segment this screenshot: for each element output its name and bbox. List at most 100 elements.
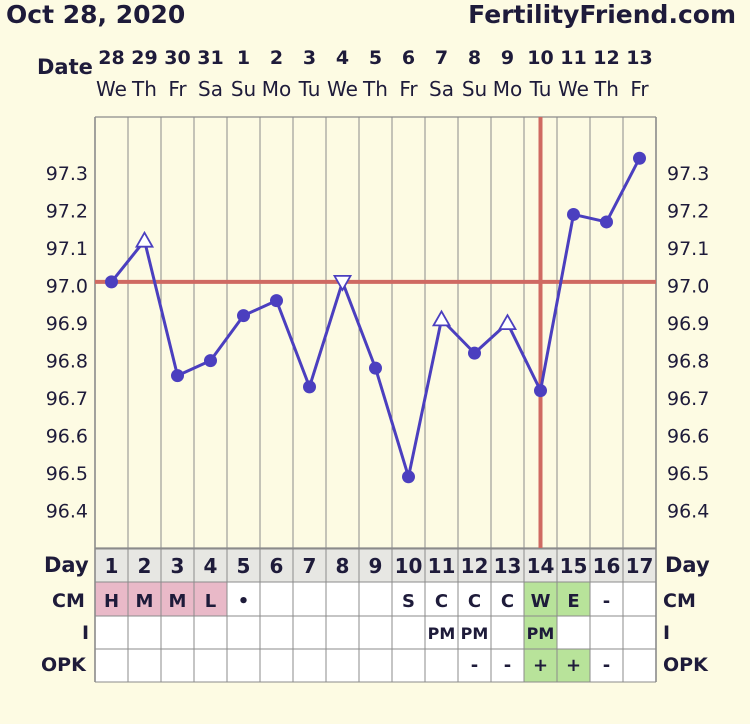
chart-date: Oct 28, 2020	[6, 0, 186, 29]
date-label: 3	[303, 47, 316, 69]
cm-value: H	[104, 591, 119, 612]
cm-cell-highlight	[161, 582, 194, 616]
temperature-point-open-triangle	[134, 230, 155, 248]
y-tick-label-left: 97.0	[46, 276, 88, 298]
opk-row-label-left: OPK	[41, 654, 87, 676]
y-tick-label-left: 97.2	[46, 201, 88, 223]
cm-value: C	[501, 591, 514, 612]
weekday-label: Sa	[429, 77, 454, 101]
weekday-label: We	[558, 77, 589, 101]
weekday-label: We	[96, 77, 127, 101]
temperature-point-open-triangle	[431, 309, 452, 327]
y-tick-label-left: 97.3	[46, 163, 88, 185]
day-number: 7	[303, 554, 317, 578]
opk-value: -	[504, 655, 511, 676]
cm-value: -	[603, 591, 610, 612]
date-label: 11	[560, 47, 586, 69]
day-number: 3	[171, 554, 185, 578]
day-number: 4	[204, 554, 218, 578]
temperature-point	[534, 384, 547, 398]
y-tick-label-left: 96.6	[46, 426, 88, 448]
y-tick-label-right: 96.9	[667, 313, 709, 335]
date-label: 2	[270, 47, 283, 69]
weekday-label: Fr	[630, 77, 649, 101]
date-row-label: Date	[37, 55, 93, 79]
site-name: FertilityFriend.com	[468, 0, 736, 29]
y-tick-label-right: 96.4	[667, 501, 709, 523]
day-number: 15	[560, 554, 588, 578]
y-tick-label-right: 97.1	[667, 238, 709, 260]
day-number: 12	[461, 554, 489, 578]
cm-row-label-right: CM	[663, 590, 696, 612]
day-number: 10	[395, 554, 423, 578]
y-tick-label-right: 96.8	[667, 351, 709, 373]
cm-value: S	[402, 591, 415, 612]
weekday-label: Th	[362, 77, 388, 101]
temperature-point	[171, 369, 184, 383]
i-row-label-right: I	[663, 622, 670, 644]
day-number: 5	[237, 554, 251, 578]
cm-value: E	[567, 591, 579, 612]
y-tick-label-right: 97.0	[667, 276, 709, 298]
day-row-label-right: Day	[665, 553, 710, 577]
y-tick-label-left: 96.7	[46, 388, 88, 410]
opk-row-label-right: OPK	[663, 654, 709, 676]
temperature-point	[633, 151, 646, 165]
cm-value: M	[169, 591, 187, 612]
weekday-label: Su	[231, 77, 256, 101]
date-label: 6	[402, 47, 415, 69]
day-number: 16	[593, 554, 621, 578]
date-label: 5	[369, 47, 382, 69]
opk-value: -	[603, 655, 610, 676]
date-label: 12	[593, 47, 619, 69]
temperature-point	[567, 207, 580, 221]
opk-value: -	[471, 655, 478, 676]
weekday-label: Th	[593, 77, 619, 101]
cm-cell-highlight	[128, 582, 161, 616]
opk-cell-highlight	[524, 649, 557, 682]
cm-value: C	[435, 591, 448, 612]
day-number: 13	[494, 554, 522, 578]
date-label: 13	[626, 47, 652, 69]
cm-value: W	[531, 591, 551, 612]
date-label: 1	[237, 47, 250, 69]
cm-cell-highlight	[194, 582, 227, 616]
date-label: 30	[164, 47, 190, 69]
y-tick-label-right: 96.7	[667, 388, 709, 410]
weekday-label: We	[327, 77, 358, 101]
day-number: 9	[369, 554, 383, 578]
cm-cell-highlight	[524, 582, 557, 616]
temperature-point	[600, 215, 613, 229]
day-number: 8	[336, 554, 350, 578]
day-row-label-left: Day	[44, 553, 89, 577]
cm-value: L	[205, 591, 216, 612]
day-number: 6	[270, 554, 284, 578]
day-number: 11	[428, 554, 456, 578]
temperature-point	[369, 361, 382, 375]
weekday-label: Tu	[529, 77, 552, 101]
cm-value: M	[136, 591, 154, 612]
day-number: 17	[626, 554, 654, 578]
weekday-label: Tu	[298, 77, 321, 101]
temperature-line	[110, 157, 641, 479]
y-tick-label-left: 96.5	[46, 463, 88, 485]
weekday-label: Sa	[198, 77, 223, 101]
date-label: 29	[131, 47, 157, 69]
weekday-label: Mo	[262, 77, 292, 101]
weekday-label: Su	[462, 77, 487, 101]
date-label: 10	[527, 47, 553, 69]
i-row-label-left: I	[82, 622, 89, 644]
temperature-point-open-triangle	[497, 313, 518, 331]
day-row-background	[95, 549, 656, 582]
day-number: 2	[138, 554, 152, 578]
temperature-point	[105, 275, 118, 289]
weekday-label: Fr	[399, 77, 418, 101]
y-tick-label-left: 96.9	[46, 313, 88, 335]
temperature-point	[237, 309, 250, 323]
y-tick-label-right: 96.6	[667, 426, 709, 448]
weekday-label: Th	[131, 77, 157, 101]
day-number: 14	[527, 554, 555, 578]
day-number: 1	[105, 554, 119, 578]
y-tick-label-left: 96.8	[46, 351, 88, 373]
